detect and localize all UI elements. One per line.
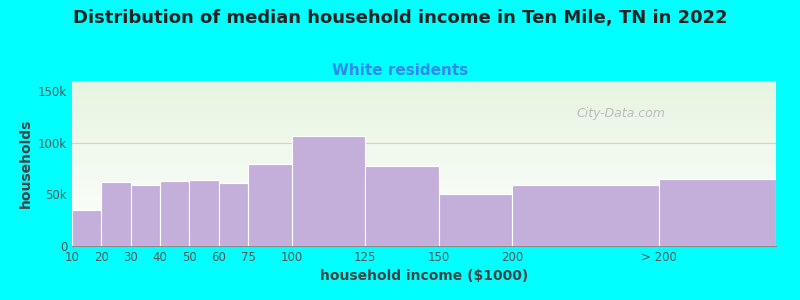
Text: White residents: White residents xyxy=(332,63,468,78)
Y-axis label: households: households xyxy=(18,119,33,208)
Bar xyxy=(160,181,190,246)
Bar xyxy=(366,166,438,246)
Bar xyxy=(292,136,366,246)
Bar xyxy=(658,179,776,246)
Bar xyxy=(130,185,160,246)
Bar xyxy=(218,183,248,246)
Text: Distribution of median household income in Ten Mile, TN in 2022: Distribution of median household income … xyxy=(73,9,727,27)
Bar xyxy=(190,180,218,246)
Text: City-Data.com: City-Data.com xyxy=(577,107,666,121)
Bar xyxy=(72,210,102,246)
Bar xyxy=(248,164,292,246)
Bar xyxy=(438,194,512,246)
Bar xyxy=(102,182,130,246)
X-axis label: household income ($1000): household income ($1000) xyxy=(320,269,528,284)
Bar xyxy=(512,185,658,246)
